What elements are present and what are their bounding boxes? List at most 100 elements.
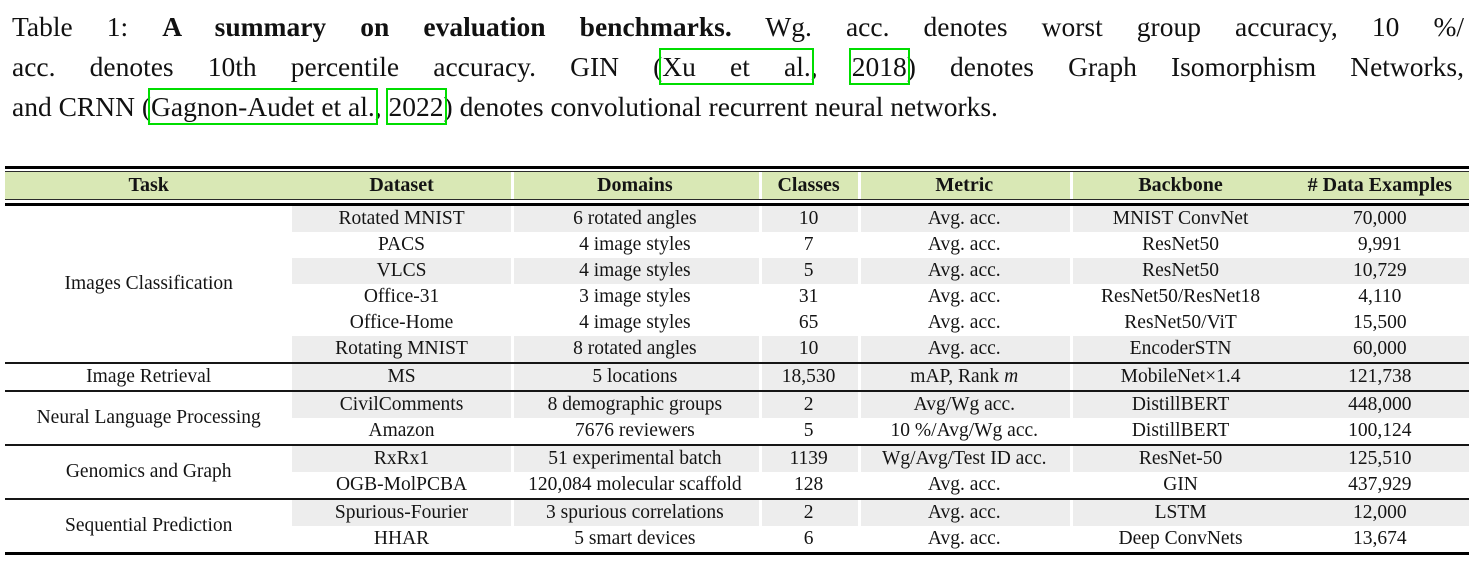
cell-backbone: ResNet50: [1070, 258, 1291, 284]
cell-backbone: DistillBERT: [1070, 418, 1291, 444]
table-row: PACS 4 image styles 7 Avg. acc. ResNet50 9,99…: [5, 232, 1469, 258]
cell-domains: 120,084 molecular scaffold: [510, 472, 760, 498]
cell-backbone: MNIST ConvNet: [1070, 206, 1291, 232]
cell-task: Neural Language Processing: [5, 390, 293, 444]
cell-examples: 121,738: [1290, 362, 1469, 390]
cell-backbone: GIN: [1070, 472, 1291, 498]
column-header-metric: Metric: [858, 172, 1071, 199]
cell-backbone: ResNet-50: [1070, 444, 1291, 472]
metric-text: Avg. acc.: [927, 312, 1001, 333]
cell-dataset: OGB-MolPCBA: [292, 472, 511, 498]
metric-text: Avg. acc.: [927, 208, 1001, 229]
table-row: OGB-MolPCBA 120,084 molecular scaffold 128…: [5, 472, 1469, 498]
table-row: VLCS 4 image styles 5 Avg. acc. ResNet50 10,7…: [5, 258, 1469, 284]
caption-line: Table 1: A summary on evaluation benchma…: [12, 7, 1464, 47]
caption-line: and CRNN (Gagnon-Audet et al., 2022) den…: [12, 87, 1464, 127]
cell-classes: 5: [759, 418, 859, 444]
metric-text: Wg/Avg/Test ID acc.: [882, 448, 1047, 469]
cell-dataset: Spurious-Fourier: [292, 498, 511, 526]
bottom-rule-line: [5, 552, 1469, 555]
caption-text: Table 1:: [12, 11, 163, 42]
header-row: Task Dataset Domains Classes Metric Backbone #…: [5, 172, 1469, 199]
cell-classes: 10: [759, 336, 859, 362]
cell-dataset: MS: [292, 362, 511, 390]
citation-link[interactable]: Gagnon-Audet et al.: [148, 88, 378, 125]
metric-text: 10 %/Avg/Wg acc.: [890, 420, 1039, 441]
column-header-examples: # Data Examples: [1290, 172, 1469, 199]
column-header-backbone: Backbone: [1070, 172, 1291, 199]
cell-examples: 125,510: [1290, 444, 1469, 472]
cell-metric: Avg. acc.: [858, 206, 1071, 232]
cell-metric: Avg. acc.: [858, 472, 1071, 498]
benchmarks-table: Task Dataset Domains Classes Metric Backbone #…: [5, 166, 1469, 555]
table-row: Genomics and Graph RxRx1 51 experimental b…: [5, 444, 1469, 498]
column-header-dataset: Dataset: [292, 172, 511, 199]
cell-dataset: VLCS: [292, 258, 511, 284]
header-rule-line: [5, 199, 1469, 206]
cell-classes: 31: [759, 284, 859, 310]
cell-examples: 9,991: [1290, 232, 1469, 258]
cell-backbone: DistillBERT: [1070, 390, 1291, 418]
cell-metric: Avg. acc.: [858, 232, 1071, 258]
cell-classes: 5: [759, 258, 859, 284]
cell-examples: 10,729: [1290, 258, 1469, 284]
table-row: Sequential Prediction Spurious-Fourier 3 s…: [5, 498, 1469, 552]
table-row: HHAR 5 smart devices 6 Avg. acc. Deep ConvNe…: [5, 526, 1469, 552]
cell-task: Image Retrieval: [5, 362, 293, 390]
metric-text: Avg. acc.: [927, 260, 1001, 281]
caption-text: acc. denotes 10th percentile accuracy. G…: [12, 51, 663, 82]
cell-backbone: ResNet50/ViT: [1070, 310, 1291, 336]
table-row: Neural Language Processing CivilComments 8…: [5, 390, 1469, 444]
metric-text: Avg. acc.: [927, 286, 1001, 307]
cell-classes: 1139: [759, 444, 859, 472]
cell-classes: 2: [759, 498, 859, 526]
cell-examples: 437,929: [1290, 472, 1469, 498]
cell-dataset: HHAR: [292, 526, 511, 552]
cell-metric: 10 %/Avg/Wg acc.: [858, 418, 1071, 444]
top-rule: [5, 166, 1469, 172]
caption-text: A summary on evaluation benchmarks.: [162, 11, 732, 42]
cell-backbone: Deep ConvNets: [1070, 526, 1291, 552]
citation-link[interactable]: Xu et al.: [659, 48, 814, 85]
metric-text: Avg. acc.: [927, 528, 1001, 549]
cell-classes: 2: [759, 390, 859, 418]
metric-text: Avg. acc.: [927, 502, 1001, 523]
citation-link[interactable]: 2018: [848, 48, 910, 85]
metric-text: mAP, Rank: [910, 366, 1000, 387]
cell-metric: Avg/Wg acc.: [858, 390, 1071, 418]
table-row: Office-31 3 image styles 31 Avg. acc. ResNet…: [5, 284, 1469, 310]
cell-examples: 15,500: [1290, 310, 1469, 336]
caption-text: ,: [374, 91, 389, 122]
caption-text: ) denotes convolutional recurrent neural…: [443, 91, 998, 122]
cell-backbone: LSTM: [1070, 498, 1291, 526]
cell-domains: 8 demographic groups: [510, 390, 760, 418]
metric-text: Avg. acc.: [927, 338, 1001, 359]
cell-metric: Avg. acc.: [858, 498, 1071, 526]
cell-dataset: RxRx1: [292, 444, 511, 472]
cell-metric: Wg/Avg/Test ID acc.: [858, 444, 1071, 472]
cell-examples: 70,000: [1290, 206, 1469, 232]
cell-domains: 5 locations: [510, 362, 760, 390]
cell-examples: 60,000: [1290, 336, 1469, 362]
cell-domains: 4 image styles: [510, 310, 760, 336]
cell-metric: Avg. acc.: [858, 336, 1071, 362]
column-header-task: Task: [5, 172, 293, 199]
cell-backbone: ResNet50: [1070, 232, 1291, 258]
table-block: Task Dataset Domains Classes Metric Backbone #…: [5, 166, 1469, 555]
cell-classes: 10: [759, 206, 859, 232]
caption-line: acc. denotes 10th percentile accuracy. G…: [12, 47, 1464, 87]
cell-metric: Avg. acc.: [858, 310, 1071, 336]
cell-domains: 6 rotated angles: [510, 206, 760, 232]
table-row: Amazon 7676 reviewers 5 10 %/Avg/Wg acc. Dis…: [5, 418, 1469, 444]
cell-domains: 4 image styles: [510, 258, 760, 284]
cell-dataset: CivilComments: [292, 390, 511, 418]
cell-dataset: Office-31: [292, 284, 511, 310]
citation-link[interactable]: 2022: [385, 88, 447, 125]
cell-examples: 4,110: [1290, 284, 1469, 310]
table-row: Rotating MNIST 8 rotated angles 10 Avg. acc…: [5, 336, 1469, 362]
table-row: Image Retrieval MS 5 locations 18,530 mAP, R…: [5, 362, 1469, 390]
cell-classes: 18,530: [759, 362, 859, 390]
cell-examples: 448,000: [1290, 390, 1469, 418]
metric-math-symbol: m: [1004, 366, 1019, 387]
